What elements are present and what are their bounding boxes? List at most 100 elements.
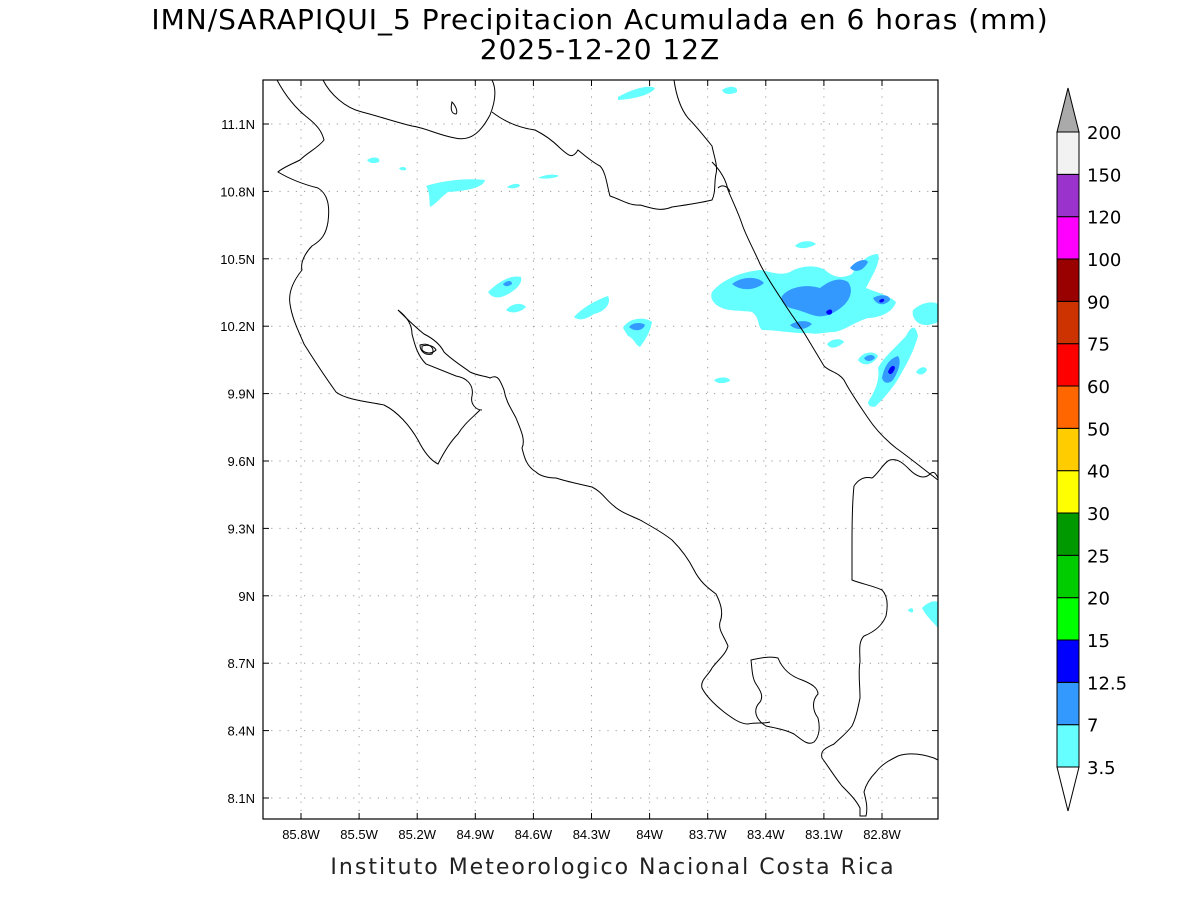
colorbar-swatch [1056,427,1080,472]
map-frame [262,79,939,820]
precip-medium-area [790,321,812,330]
river-mouth [717,185,731,193]
colorbar-swatch [1056,512,1080,556]
colorbar: 3.5 7 12.5 15 20 25 30 40 50 60 75 90 100 120 150 200 [1056,87,1127,812]
colorbar-swatch [1056,258,1080,302]
caribbean-coast [711,161,939,481]
lake-shore [276,79,481,465]
colorbar-swatch [1056,639,1080,683]
precip-light-area [506,303,526,313]
lat-tick-label: 9.3N [228,521,255,536]
map-title: IMN/SARAPIQUI_5 Precipitacion Acumulada … [151,3,1049,36]
colorbar-swatch [1056,131,1080,175]
colorbar-level-label: 50 [1087,419,1110,440]
precip-medium-area [850,260,868,271]
precip-light-area [623,318,652,347]
nicaragua-border [322,79,496,140]
precip-light-area [488,276,522,298]
colorbar-min-arrow [1056,766,1080,812]
precip-light-area [795,241,816,249]
precipitation-areas [367,86,938,628]
lon-tick-label: 85.8W [282,827,320,842]
panama-border [821,485,939,817]
nicoya-coast [397,309,483,411]
osa-peninsula [750,656,820,744]
colorbar-level-label: 150 [1087,165,1121,186]
lat-tick-label: 10.8N [220,184,255,199]
precip-light-area [367,157,380,164]
precip-light-area [538,174,559,179]
precip-medium-area [732,277,764,290]
nicaragua-border [491,79,717,210]
lon-tick-label: 85.2W [398,827,436,842]
colorbar-level-label: 15 [1087,631,1110,652]
precip-heavy-area [826,309,833,315]
precip-light-area [722,86,738,95]
lat-tick-label: 9.9N [228,387,255,402]
panama-border [853,459,939,487]
colorbar-swatch [1056,385,1080,429]
lat-tick-label: 8.4N [228,724,255,739]
precip-light-area [714,377,730,384]
gulf-shore [397,309,771,725]
colorbar-swatch [1056,216,1080,260]
precip-medium-area [864,355,875,361]
precip-medium-area [629,322,645,331]
lon-tick-label: 85.5W [340,827,378,842]
colorbar-swatch [1056,300,1080,345]
lake-polygon [450,101,458,115]
colorbar-swatch [1056,554,1080,599]
colorbar-level-label: 25 [1087,546,1110,567]
precip-light-area [916,367,927,375]
colorbar-level-label: 120 [1087,208,1121,229]
precip-light-area [574,296,610,320]
colorbar-level-label: 200 [1087,123,1121,144]
precip-heavy-area [879,298,885,303]
precip-light-area [399,166,407,171]
precip-light-area [426,179,485,207]
precip-light-area [618,86,655,100]
lon-tick-label: 84.3W [573,827,611,842]
colorbar-swatch [1056,724,1080,768]
map-datetime: 2025-12-20 12Z [479,33,721,66]
colorbar-swatch [1056,681,1080,726]
lon-tick-label: 84W [636,827,663,842]
nicoya-island [421,344,437,354]
colorbar-level-label: 20 [1087,589,1110,610]
lon-tick-label: 82.8W [863,827,901,842]
precip-light-area [912,302,938,325]
lon-tick-label: 83.7W [689,827,727,842]
colorbar-level-label: 60 [1087,377,1110,398]
precip-medium-area [503,281,512,287]
lat-tick-label: 11.1N [221,117,255,132]
precip-heavy-area [888,365,895,375]
lon-tick-label: 84.9W [457,827,495,842]
lon-tick-label: 83.4W [747,827,785,842]
colorbar-level-label: 12.5 [1087,673,1127,694]
colorbar-level-label: 90 [1087,292,1110,313]
lat-tick-label: 8.1N [228,791,255,806]
colorbar-max-arrow [1056,87,1080,133]
footer-credit: Instituto Meteorologico Nacional Costa R… [330,855,896,880]
colorbar-level-label: 40 [1087,462,1110,483]
axis-ticks [263,80,938,819]
latitude-labels: 11.1N 10.8N 10.5N 10.2N 9.9N 9.6N 9.3N 9N 8.7N 8.… [220,117,255,806]
lat-tick-label: 9.6N [228,454,255,469]
lat-tick-label: 10.5N [220,252,255,267]
lat-tick-label: 9N [238,589,255,604]
colorbar-level-label: 30 [1087,504,1110,525]
lat-tick-label: 10.2N [220,319,255,334]
coastlines [276,79,939,817]
colorbar-swatch [1056,470,1080,514]
island [419,343,434,355]
colorbar-level-label: 3.5 [1087,758,1116,779]
precip-light-area [922,601,938,628]
colorbar-swatch [1056,173,1080,218]
map-gridlines [263,80,938,819]
lon-tick-label: 84.6W [515,827,553,842]
lat-tick-label: 8.7N [228,656,255,671]
precip-light-area [507,183,520,189]
colorbar-swatch [1056,597,1080,641]
lon-tick-label: 83.1W [805,827,843,842]
